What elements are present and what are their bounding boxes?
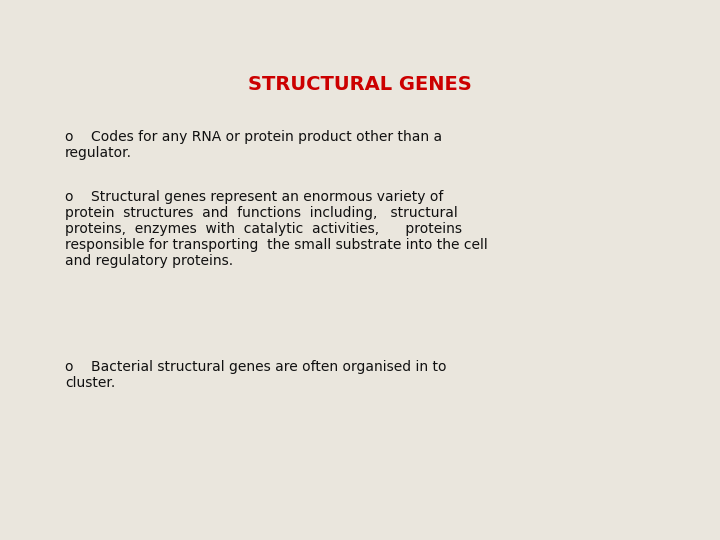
Text: regulator.: regulator. <box>65 146 132 160</box>
Text: o    Bacterial structural genes are often organised in to: o Bacterial structural genes are often o… <box>65 360 446 374</box>
Text: o    Codes for any RNA or protein product other than a: o Codes for any RNA or protein product o… <box>65 130 442 144</box>
Text: responsible for transporting  the small substrate into the cell: responsible for transporting the small s… <box>65 238 487 252</box>
Text: o    Structural genes represent an enormous variety of: o Structural genes represent an enormous… <box>65 190 444 204</box>
Text: cluster.: cluster. <box>65 376 115 390</box>
Text: proteins,  enzymes  with  catalytic  activities,      proteins: proteins, enzymes with catalytic activit… <box>65 222 462 236</box>
Text: protein  structures  and  functions  including,   structural: protein structures and functions includi… <box>65 206 458 220</box>
Text: STRUCTURAL GENES: STRUCTURAL GENES <box>248 75 472 94</box>
Text: and regulatory proteins.: and regulatory proteins. <box>65 254 233 268</box>
